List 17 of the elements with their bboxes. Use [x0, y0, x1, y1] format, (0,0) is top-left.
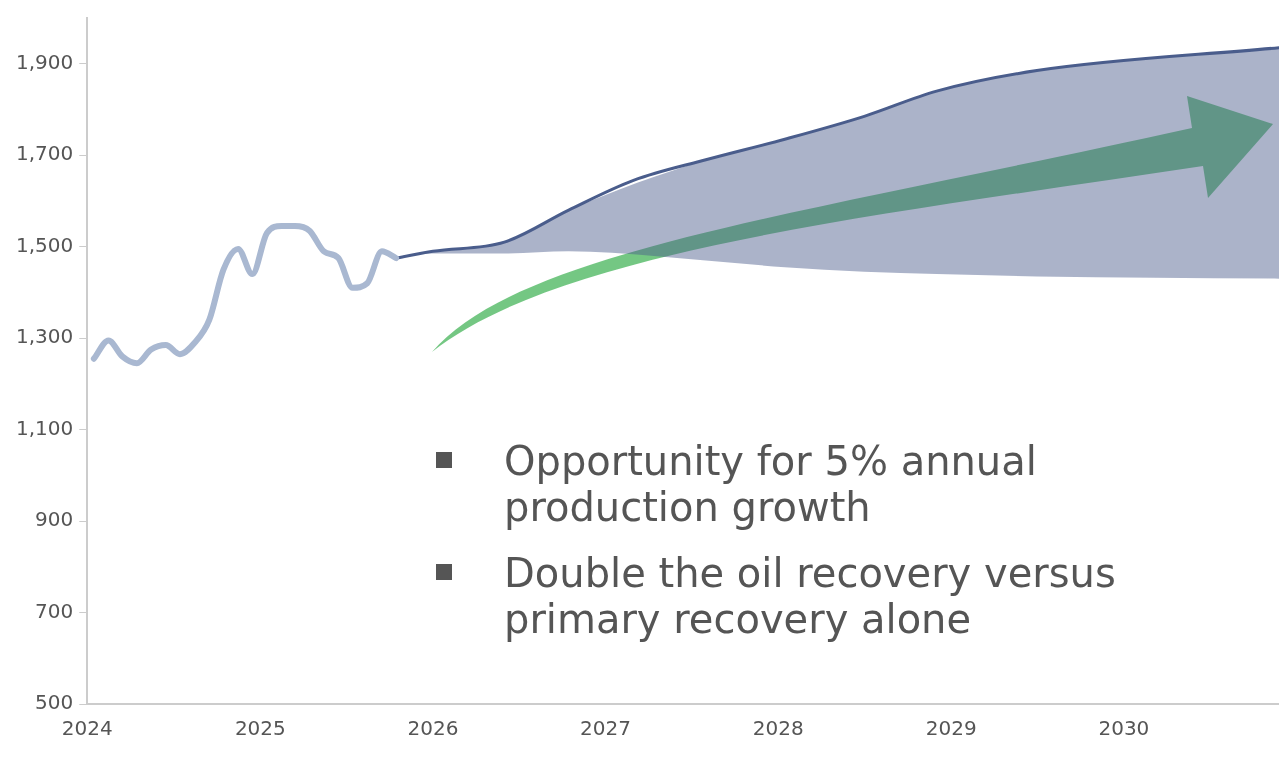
y-tick-label: 1,700 [15, 141, 74, 166]
y-tick-label: 1,100 [15, 415, 74, 440]
annotation: Opportunity for 5% annual production growth [504, 438, 1037, 530]
x-tick-label: 2026 [407, 716, 459, 741]
x-tick-label: 2025 [234, 716, 286, 741]
y-tick-label: 1,500 [15, 232, 74, 257]
annotation: Double the oil recovery versus primary recovery alone [504, 550, 1116, 642]
x-tick-label: 2028 [752, 716, 804, 741]
x-tick-label: 2029 [925, 716, 977, 741]
y-tick-label: 1,900 [15, 49, 74, 74]
y-tick-label: 500 [35, 690, 74, 715]
y-tick-label: 1,300 [15, 324, 74, 349]
y-tick-label: 900 [35, 507, 74, 532]
x-tick-label: 2030 [1098, 716, 1150, 741]
x-tick-label: 2024 [61, 716, 113, 741]
x-tick-label: 2027 [580, 716, 632, 741]
y-tick-label: 700 [35, 598, 74, 623]
